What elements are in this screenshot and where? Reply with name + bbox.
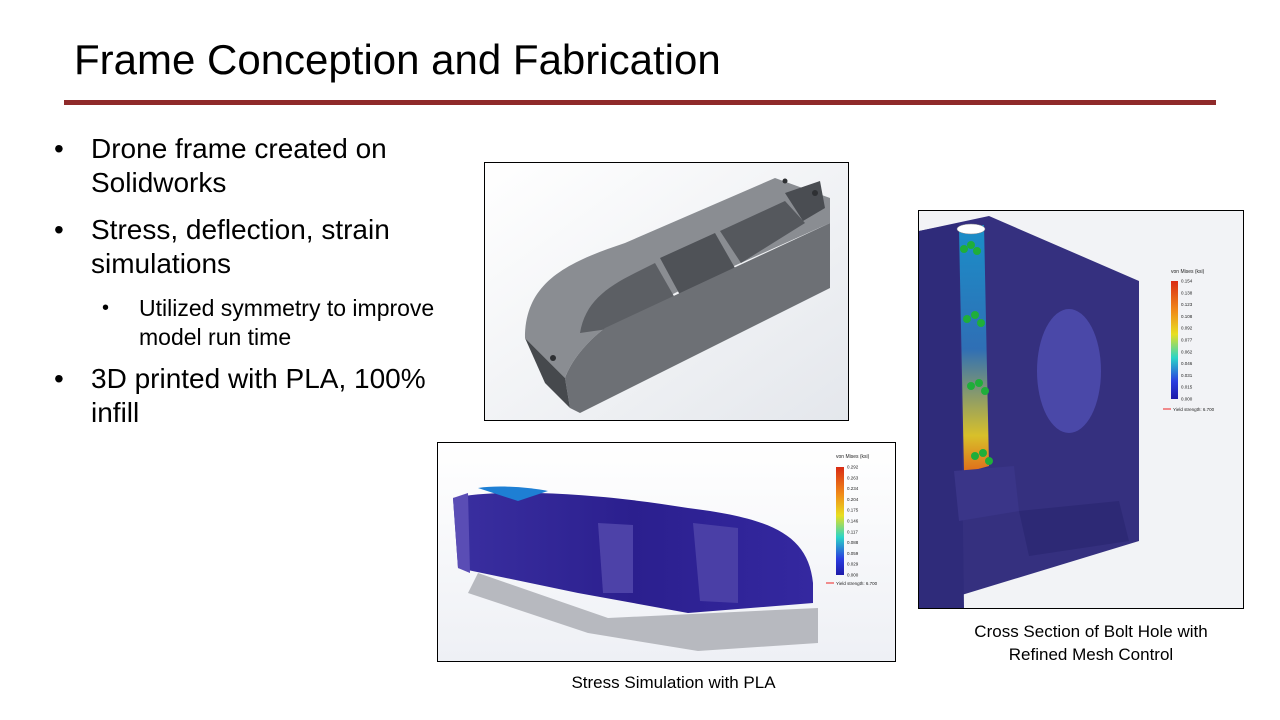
legend-tick-label: 0.138 xyxy=(1181,290,1193,295)
legend-tick-label: 0.092 xyxy=(1181,326,1193,331)
legend-tick-label: 0.031 xyxy=(1181,373,1193,378)
bullet-text: Drone frame created on Solidworks xyxy=(91,133,387,198)
bolt-hole-caption-line1: Cross Section of Bolt Hole with xyxy=(974,622,1208,641)
bolt-color-scale xyxy=(1171,281,1178,399)
legend-tick-label: 0.204 xyxy=(847,497,859,502)
legend-tick-label: 0.234 xyxy=(847,486,859,491)
bullet-marker: • xyxy=(54,363,64,394)
stress-simulation-image: von Mises (ksi) 0.292 0.263 0.234 0.204 0.17… xyxy=(437,442,896,662)
legend-tick-label: 0.015 xyxy=(1181,385,1193,390)
bullet-text: Stress, deflection, strain simulations xyxy=(91,214,390,279)
legend-tick-label: 0.062 xyxy=(1181,349,1193,354)
legend-tick-label: 0.077 xyxy=(1181,338,1193,343)
legend-tick-label: 0.263 xyxy=(847,475,859,480)
sub-bullet-item: • Utilized symmetry to improve model run… xyxy=(54,294,454,352)
slide-title: Frame Conception and Fabrication xyxy=(74,36,721,83)
legend-tick-label: 0.175 xyxy=(847,508,859,513)
legend-tick-label: 0.117 xyxy=(847,529,858,534)
legend-tick-label: 0.000 xyxy=(847,573,859,578)
bolt-hole-caption: Cross Section of Bolt Hole with Refined … xyxy=(950,620,1232,666)
legend-tick-label: 0.059 xyxy=(847,551,859,556)
legend-tick-label: 0.108 xyxy=(1181,314,1193,319)
legend-tick-label: 0.292 xyxy=(847,465,859,470)
bullet-marker: • xyxy=(54,133,64,164)
sim-color-scale xyxy=(836,467,844,575)
cad-model-image xyxy=(484,162,849,421)
legend-tick-label: 0.146 xyxy=(847,519,859,524)
legend-tick-label: 0.154 xyxy=(1181,279,1193,284)
title-divider xyxy=(64,100,1216,105)
sub-bullet-text: Utilized symmetry to improve model run t… xyxy=(139,295,435,350)
sub-bullet-marker: • xyxy=(102,297,110,319)
bullet-item: • Drone frame created on Solidworks xyxy=(54,132,454,200)
legend-tick-label: 0.123 xyxy=(1181,302,1193,307)
sim-legend-title: von Mises (ksi) xyxy=(836,454,870,460)
legend-tick-label: 0.000 xyxy=(1181,397,1193,402)
stress-sim-caption: Stress Simulation with PLA xyxy=(571,673,776,692)
bolt-yield-label: Yield strength: 6.700 xyxy=(1173,407,1215,412)
bullet-item: • 3D printed with PLA, 100% infill xyxy=(54,362,454,430)
legend-tick-label: 0.029 xyxy=(847,562,859,567)
sim-yield-label: Yield strength: 6.700 xyxy=(836,581,878,586)
bolt-hole-caption-line2: Refined Mesh Control xyxy=(1008,645,1174,664)
bolt-hole-image: von Mises (ksi) 0.154 0.138 0.123 0.108 0.09… xyxy=(918,210,1244,609)
bullet-text: 3D printed with PLA, 100% infill xyxy=(91,363,426,428)
legend-tick-label: 0.088 xyxy=(847,540,859,545)
bolt-legend-title: von Mises (ksi) xyxy=(1171,269,1205,275)
legend-tick-label: 0.046 xyxy=(1181,361,1193,366)
bullet-item: • Stress, deflection, strain simulations xyxy=(54,213,454,281)
bullet-marker: • xyxy=(54,214,64,245)
bullet-list: • Drone frame created on Solidworks • St… xyxy=(54,132,454,443)
